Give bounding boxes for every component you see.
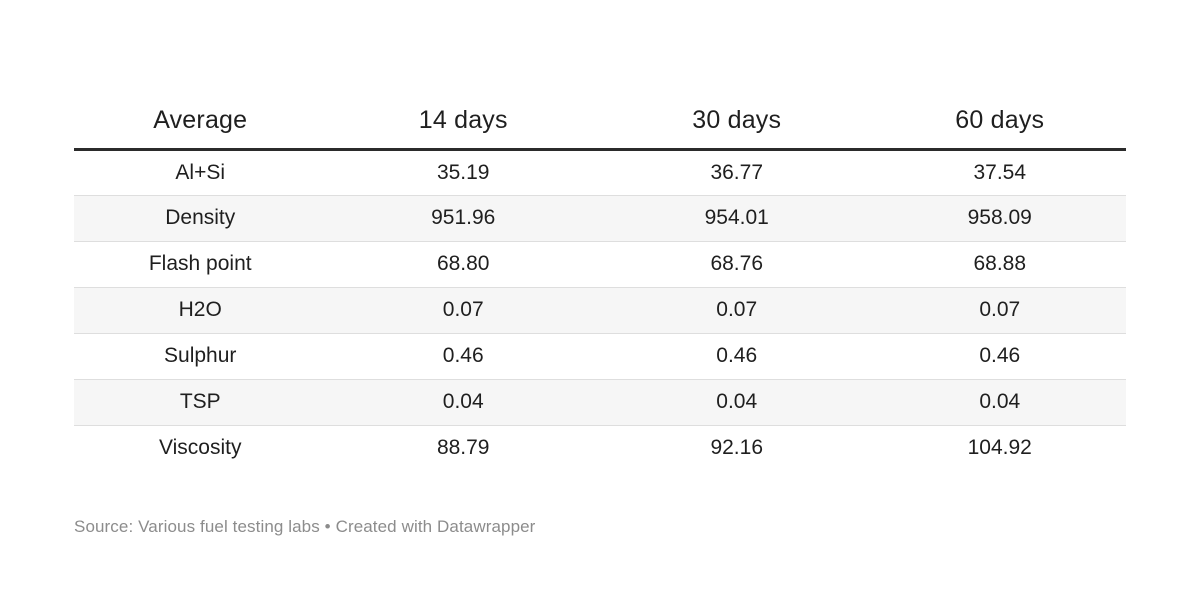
cell-value: 958.09 bbox=[967, 206, 1032, 229]
source-line: Source: Various fuel testing labs • Crea… bbox=[74, 516, 535, 538]
row-label: H2O bbox=[178, 298, 222, 321]
row-label: Density bbox=[165, 206, 236, 229]
datawrapper-attribution-link[interactable]: Created with Datawrapper bbox=[335, 517, 536, 536]
cell-value: 0.04 bbox=[979, 390, 1021, 413]
cell-value: 104.92 bbox=[967, 436, 1032, 460]
cell-value: 36.77 bbox=[710, 160, 764, 184]
cell-value: 0.46 bbox=[716, 344, 758, 367]
cell-value: 35.19 bbox=[436, 160, 490, 184]
table-row: Flash point 68.80 68.76 68.88 bbox=[74, 241, 1126, 287]
table-row: Density 951.96 954.01 958.09 bbox=[74, 195, 1126, 241]
header-row: Average 14 days 30 days 60 days bbox=[74, 94, 1126, 149]
fuel-averages-table: Average 14 days 30 days 60 days Al+Si 35… bbox=[74, 94, 1126, 471]
cell-value: 0.04 bbox=[716, 390, 758, 413]
row-label: Viscosity bbox=[158, 436, 242, 460]
table-row: Viscosity 88.79 92.16 104.92 bbox=[74, 425, 1126, 471]
table-header: Average 14 days 30 days 60 days bbox=[74, 94, 1126, 149]
cell-value: 92.16 bbox=[710, 436, 764, 460]
column-header-average: Average bbox=[153, 106, 248, 135]
cell-value: 0.07 bbox=[979, 298, 1021, 321]
cell-value: 68.88 bbox=[973, 252, 1027, 275]
source-text: Source: Various fuel testing labs bbox=[74, 517, 320, 536]
cell-value: 0.07 bbox=[716, 298, 758, 321]
column-header-14-days: 14 days bbox=[418, 106, 508, 135]
cell-value: 68.76 bbox=[710, 252, 764, 275]
row-label: Al+Si bbox=[175, 160, 226, 184]
cell-value: 0.46 bbox=[442, 344, 484, 367]
cell-value: 37.54 bbox=[973, 160, 1027, 184]
table-row: Sulphur 0.46 0.46 0.46 bbox=[74, 333, 1126, 379]
table-body: Al+Si 35.19 36.77 37.54 Density 951.96 9… bbox=[74, 149, 1126, 471]
cell-value: 68.80 bbox=[436, 252, 490, 275]
row-label: Sulphur bbox=[164, 344, 237, 367]
cell-value: 0.46 bbox=[979, 344, 1021, 367]
cell-value: 951.96 bbox=[431, 206, 496, 229]
data-table-container: Average 14 days 30 days 60 days Al+Si 35… bbox=[74, 94, 1126, 471]
table-row: Al+Si 35.19 36.77 37.54 bbox=[74, 149, 1126, 195]
footer-separator: • bbox=[324, 517, 331, 536]
column-header-30-days: 30 days bbox=[692, 106, 782, 135]
column-header-60-days: 60 days bbox=[955, 106, 1045, 135]
row-label: TSP bbox=[179, 390, 221, 413]
cell-value: 88.79 bbox=[436, 436, 490, 460]
row-label: Flash point bbox=[148, 252, 252, 275]
cell-value: 0.07 bbox=[442, 298, 484, 321]
cell-value: 0.04 bbox=[442, 390, 484, 413]
table-row: H2O 0.07 0.07 0.07 bbox=[74, 287, 1126, 333]
table-row: TSP 0.04 0.04 0.04 bbox=[74, 379, 1126, 425]
cell-value: 954.01 bbox=[704, 206, 769, 229]
